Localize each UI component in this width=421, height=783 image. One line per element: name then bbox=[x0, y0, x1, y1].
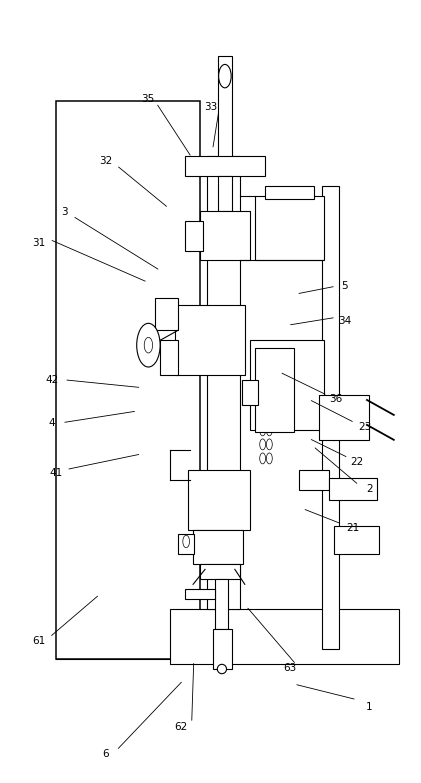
Text: 22: 22 bbox=[350, 456, 363, 467]
Bar bbox=[185, 590, 215, 599]
Text: 31: 31 bbox=[32, 238, 45, 248]
Bar bbox=[193, 529, 243, 565]
Bar bbox=[242, 380, 258, 405]
Bar bbox=[200, 211, 250, 261]
Circle shape bbox=[260, 439, 266, 450]
Text: 62: 62 bbox=[175, 722, 188, 732]
Bar bbox=[255, 348, 294, 432]
Ellipse shape bbox=[217, 664, 226, 673]
Text: 23: 23 bbox=[359, 421, 372, 431]
Text: 32: 32 bbox=[99, 157, 112, 166]
Bar bbox=[322, 186, 339, 649]
Bar bbox=[250, 340, 324, 430]
Text: 2: 2 bbox=[366, 484, 373, 494]
Circle shape bbox=[266, 383, 272, 394]
Bar bbox=[200, 565, 240, 579]
Text: 21: 21 bbox=[346, 523, 359, 533]
Text: 42: 42 bbox=[45, 375, 58, 384]
Circle shape bbox=[266, 425, 272, 436]
Circle shape bbox=[266, 453, 272, 464]
Circle shape bbox=[260, 369, 266, 380]
Text: 63: 63 bbox=[283, 663, 296, 673]
Bar bbox=[207, 156, 240, 609]
Bar bbox=[319, 395, 369, 440]
Bar bbox=[56, 101, 200, 659]
Bar bbox=[188, 470, 250, 529]
Ellipse shape bbox=[351, 481, 367, 498]
Circle shape bbox=[144, 337, 152, 353]
Text: 3: 3 bbox=[61, 207, 67, 217]
Ellipse shape bbox=[359, 529, 375, 550]
Circle shape bbox=[266, 397, 272, 408]
Text: 36: 36 bbox=[329, 395, 343, 404]
Text: 61: 61 bbox=[32, 636, 45, 646]
Bar bbox=[185, 156, 265, 175]
Circle shape bbox=[266, 355, 272, 366]
Bar bbox=[175, 305, 245, 375]
Circle shape bbox=[137, 323, 160, 367]
Bar bbox=[185, 221, 203, 251]
Bar bbox=[178, 535, 194, 554]
Bar bbox=[329, 478, 377, 500]
Bar bbox=[160, 340, 178, 375]
Circle shape bbox=[260, 355, 266, 366]
Text: 34: 34 bbox=[338, 316, 351, 327]
Bar bbox=[255, 196, 324, 261]
Circle shape bbox=[260, 425, 266, 436]
Text: 33: 33 bbox=[204, 102, 217, 112]
Circle shape bbox=[266, 369, 272, 380]
Circle shape bbox=[260, 453, 266, 464]
Circle shape bbox=[260, 397, 266, 408]
Bar bbox=[170, 609, 399, 664]
Bar bbox=[213, 630, 232, 669]
Circle shape bbox=[260, 411, 266, 422]
Circle shape bbox=[266, 439, 272, 450]
Bar bbox=[334, 525, 379, 554]
Bar bbox=[299, 470, 329, 489]
Bar bbox=[265, 186, 314, 199]
Bar bbox=[218, 56, 232, 161]
Bar bbox=[215, 579, 228, 630]
Circle shape bbox=[260, 383, 266, 394]
Text: 41: 41 bbox=[49, 468, 62, 478]
Text: 35: 35 bbox=[141, 94, 155, 104]
Circle shape bbox=[218, 64, 231, 88]
Bar bbox=[218, 175, 232, 211]
Bar bbox=[155, 298, 178, 330]
Circle shape bbox=[183, 536, 189, 547]
Circle shape bbox=[266, 411, 272, 422]
Text: 1: 1 bbox=[366, 702, 373, 713]
Text: 5: 5 bbox=[341, 281, 348, 291]
Text: 4: 4 bbox=[48, 417, 55, 428]
Text: 6: 6 bbox=[103, 749, 109, 760]
